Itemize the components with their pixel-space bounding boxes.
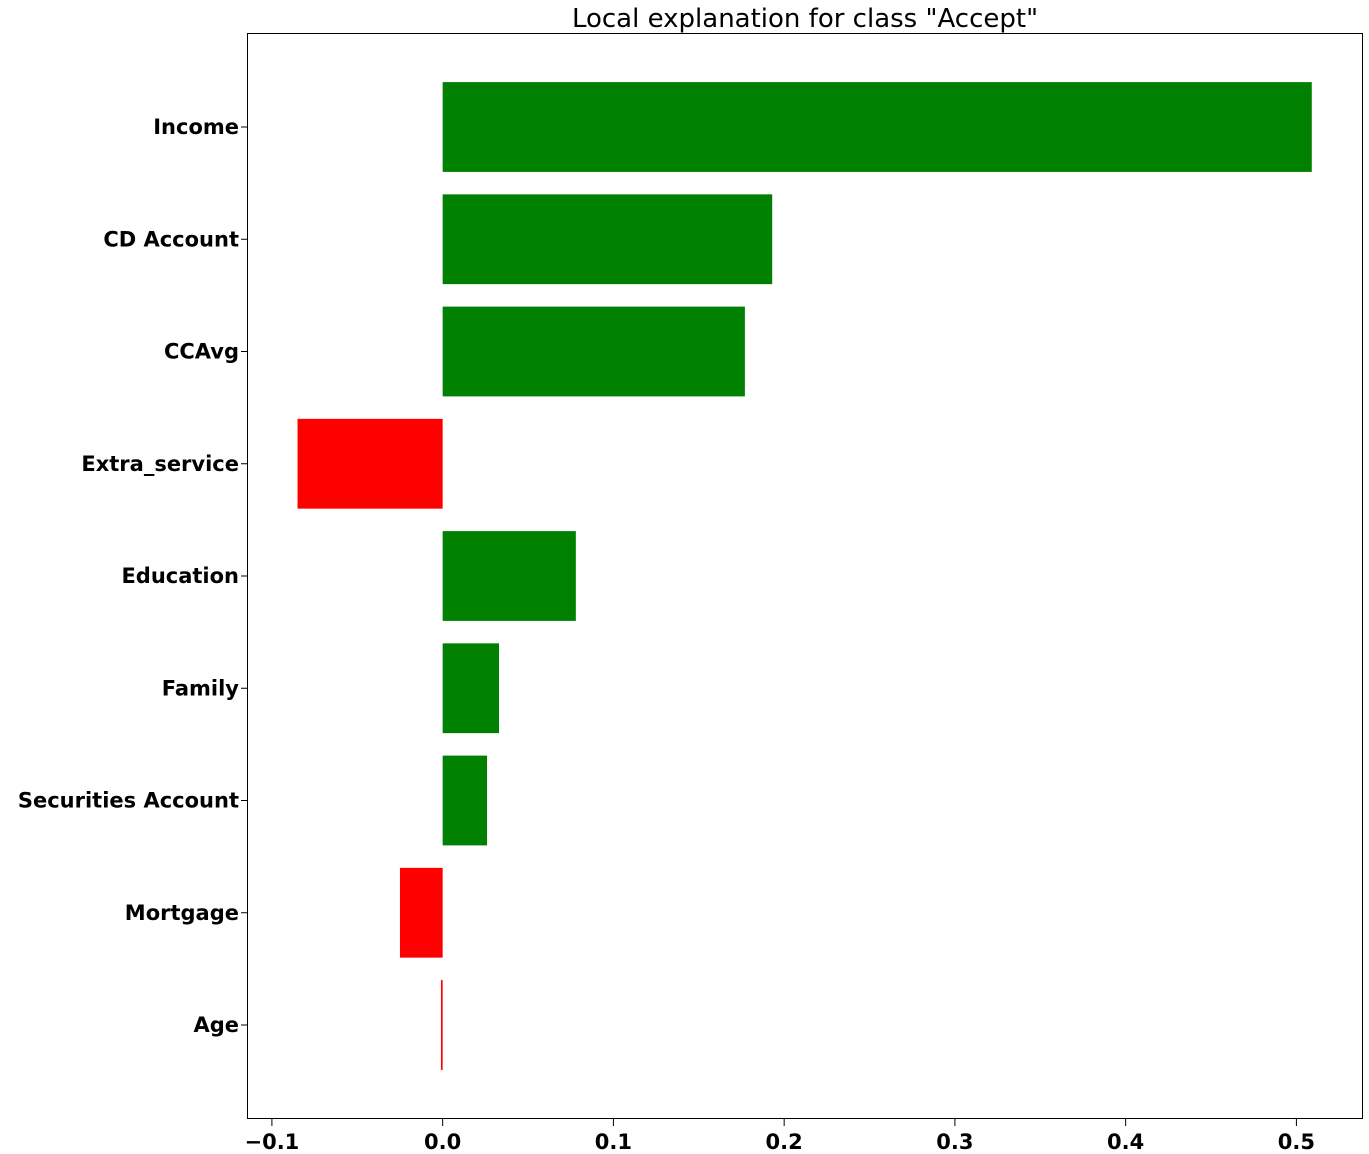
- bar-securities-account: [442, 755, 488, 846]
- plot-frame: [247, 33, 1363, 1119]
- x-tick-label: 0.2: [766, 1130, 803, 1154]
- x-axis: −0.1 0.0 0.1 0.2 0.3 0.4 0.5: [245, 1119, 1315, 1154]
- y-tick-label: CCAvg: [164, 340, 239, 364]
- bar-cd-account: [442, 194, 773, 285]
- x-tick-label: 0.0: [424, 1130, 461, 1154]
- bar-education: [442, 531, 576, 621]
- x-tick-label: 0.5: [1278, 1130, 1315, 1154]
- x-tick-label: 0.1: [595, 1130, 632, 1154]
- x-tick-label: 0.3: [936, 1130, 973, 1154]
- y-tick-label: CD Account: [103, 227, 239, 251]
- y-tick-label: Education: [121, 564, 239, 588]
- bar-mortgage: [399, 867, 443, 958]
- y-tick-label: Extra_service: [81, 452, 239, 476]
- bar-ccavg: [442, 306, 745, 397]
- y-tick-label: Securities Account: [18, 789, 239, 813]
- x-tick-label: −0.1: [245, 1130, 300, 1154]
- bar-age: [440, 980, 443, 1070]
- bar-family: [442, 643, 500, 734]
- bar-income: [442, 82, 1312, 172]
- y-tick-label: Income: [153, 115, 239, 139]
- x-tick-label: 0.4: [1107, 1130, 1144, 1154]
- chart-title: Local explanation for class "Accept": [572, 4, 1038, 34]
- y-axis: Income CD Account CCAvg Extra_service Educat…: [18, 115, 248, 1037]
- y-tick-label: Mortgage: [125, 901, 239, 925]
- y-tick-label: Age: [193, 1013, 239, 1037]
- y-tick-label: Family: [162, 676, 240, 700]
- bars-layer: [297, 82, 1312, 1070]
- bar-extra-service: [297, 418, 443, 509]
